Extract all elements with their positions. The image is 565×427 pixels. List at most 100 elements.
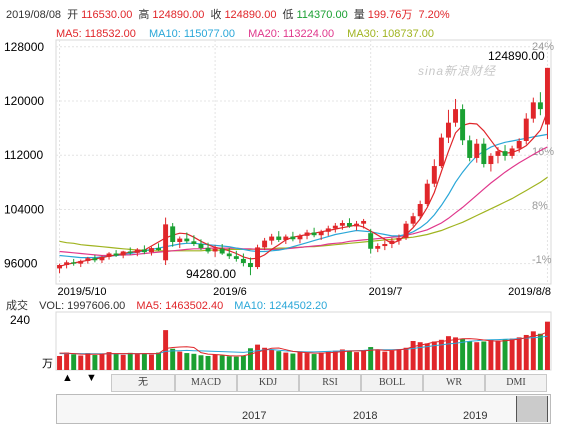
tab-rsi[interactable]: RSI <box>299 374 361 392</box>
candle-body <box>127 251 133 253</box>
candle-body <box>523 118 529 141</box>
volume-bar <box>537 333 543 370</box>
candle-body <box>85 258 91 261</box>
candle-body <box>460 109 466 141</box>
zoom-in-button[interactable]: ▲ <box>62 372 73 384</box>
candle-body <box>290 236 296 240</box>
candle-body <box>354 223 360 227</box>
candle-body <box>304 232 310 236</box>
volume-bar <box>290 353 296 370</box>
candle-body <box>233 256 239 259</box>
candle-body <box>453 109 459 123</box>
close-value: 124890.00 <box>224 9 277 21</box>
candle-body <box>198 244 204 249</box>
volume-bar <box>389 350 395 370</box>
x-tick-label: 2019/7 <box>369 286 403 298</box>
low-label: 低 <box>282 9 294 21</box>
moving-average-lines <box>59 110 549 267</box>
volume-bar <box>85 353 91 370</box>
candle-body <box>134 249 140 253</box>
ma-legend: MA5: 118532.00 MA10: 115077.00 MA20: 113… <box>56 28 444 40</box>
volume-bar <box>283 352 289 370</box>
candle-body <box>191 241 197 245</box>
volume-bar <box>247 348 253 370</box>
candle-body <box>332 225 338 229</box>
volume-bar <box>170 348 176 370</box>
tab-macd[interactable]: MACD <box>175 374 237 392</box>
volume-bar <box>184 353 190 370</box>
candle-body <box>410 216 416 224</box>
volume-title: 成交 <box>6 300 28 312</box>
volume-bar <box>120 354 126 370</box>
candle-body <box>247 262 253 268</box>
volume-bar <box>57 355 63 370</box>
high-value: 124890.00 <box>152 9 205 21</box>
tab-boll[interactable]: BOLL <box>361 374 423 392</box>
candle-body <box>177 238 183 242</box>
quote-info-bar: 2019/08/08 开 116530.00 高 124890.00 收 124890… <box>6 6 453 22</box>
candle-body <box>240 258 246 263</box>
candle-body <box>170 226 176 242</box>
zoom-out-button[interactable]: ▼ <box>86 372 97 384</box>
navigator-selection-handle[interactable] <box>516 396 548 422</box>
volume-bar <box>198 355 204 370</box>
volume-bar <box>219 355 225 370</box>
volume-bar <box>375 350 381 370</box>
nav-year-2017: 2017 <box>242 410 267 422</box>
volume-bar <box>403 347 409 370</box>
volume-bar <box>523 334 529 370</box>
candle-body <box>283 236 289 240</box>
candle-body <box>346 223 352 227</box>
tab-kdj[interactable]: KDJ <box>237 374 299 392</box>
candle-body <box>495 151 501 156</box>
volume-bar <box>64 352 70 370</box>
candle-body <box>368 233 374 249</box>
volume-ma5-line <box>59 331 548 357</box>
volume-bar <box>481 341 487 370</box>
candle-body <box>226 253 232 257</box>
volume-bar <box>467 341 473 370</box>
pct-tick-label: 24% <box>532 41 554 53</box>
candle-body <box>445 122 451 138</box>
close-label: 收 <box>210 9 222 21</box>
ma5-line <box>59 110 549 267</box>
volume-bar <box>502 339 508 370</box>
tab-dmi[interactable]: DMI <box>485 374 547 392</box>
candle-body <box>403 223 409 238</box>
candle-body <box>375 246 381 249</box>
indicator-toolbar: 无 MACD KDJ RSI BOLL WR DMI <box>58 374 548 392</box>
candle-body <box>396 237 402 241</box>
time-navigator[interactable] <box>56 394 551 424</box>
candle-body <box>530 102 536 119</box>
vol-legend-value: VOL: 1997606.00 <box>39 300 126 312</box>
volume-bar <box>544 321 550 370</box>
max-price-annotation: 124890.00 <box>488 49 545 63</box>
volume-legend: 成交 VOL: 1997606.00 MA5: 1463502.40 MA10:… <box>6 297 335 313</box>
tab-none[interactable]: 无 <box>111 374 175 392</box>
candle-body <box>156 248 162 251</box>
volume-bar <box>516 337 522 370</box>
y-tick-label: 128000 <box>4 40 44 54</box>
volume-bar <box>255 344 261 370</box>
open-label: 开 <box>67 9 79 21</box>
volume-axis-max: 240 <box>10 313 31 327</box>
candle-body <box>467 140 473 158</box>
volume-bar <box>297 352 303 370</box>
candle-body <box>219 248 225 254</box>
sina-finance-watermark: sina新浪财经 <box>418 64 497 78</box>
volume-bars <box>55 311 552 371</box>
volume-bar <box>212 354 218 370</box>
candle-body <box>64 262 70 266</box>
volume-bar <box>156 352 162 370</box>
volume-bar <box>325 351 331 370</box>
tab-wr[interactable]: WR <box>423 374 485 392</box>
volume-bar <box>460 339 466 370</box>
pct-tick-label: -1% <box>532 254 552 266</box>
volume-panel-frame <box>55 311 552 371</box>
candle-body <box>311 232 317 236</box>
candle-body <box>78 260 84 264</box>
volume-bar <box>127 352 133 370</box>
volume-bar <box>396 349 402 370</box>
